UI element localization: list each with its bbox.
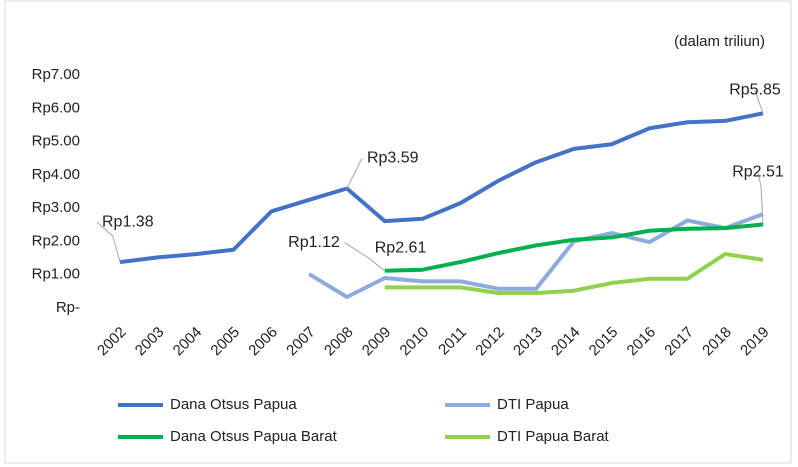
- y-tick-label: Rp1.00: [32, 266, 80, 283]
- y-tick-label: Rp4.00: [32, 166, 80, 183]
- y-tick-label: Rp3.00: [32, 199, 80, 216]
- data-label: Rp1.12: [288, 234, 340, 251]
- leader-line: [344, 242, 386, 272]
- line-series: [308, 212, 764, 300]
- y-tick-label: Rp5.00: [32, 133, 80, 150]
- leader-line: [96, 221, 121, 263]
- chart-frame: [4, 0, 792, 464]
- line-series: [384, 222, 764, 273]
- legend-label: Dana Otsus Papua Barat: [170, 428, 338, 445]
- data-label: Rp2.61: [375, 239, 427, 256]
- data-label: Rp3.59: [367, 150, 419, 167]
- y-tick-label: Rp-: [56, 299, 80, 316]
- data-label: Rp1.38: [102, 213, 154, 230]
- chart-subtitle: (dalam triliun): [674, 33, 765, 50]
- line-series: [119, 111, 764, 265]
- line-series: [384, 252, 764, 296]
- data-label: Rp5.85: [729, 81, 781, 98]
- legend-label: DTI Papua Barat: [497, 428, 610, 445]
- y-tick-label: Rp2.00: [32, 232, 80, 249]
- legend-label: DTI Papua: [497, 396, 569, 413]
- leader-line: [754, 90, 764, 114]
- leader-line: [346, 158, 363, 189]
- leader-line: [757, 172, 764, 225]
- legend-label: Dana Otsus Papua: [170, 396, 297, 413]
- y-tick-label: Rp7.00: [32, 66, 80, 83]
- y-tick-label: Rp6.00: [32, 99, 80, 116]
- data-label: Rp2.51: [732, 164, 784, 181]
